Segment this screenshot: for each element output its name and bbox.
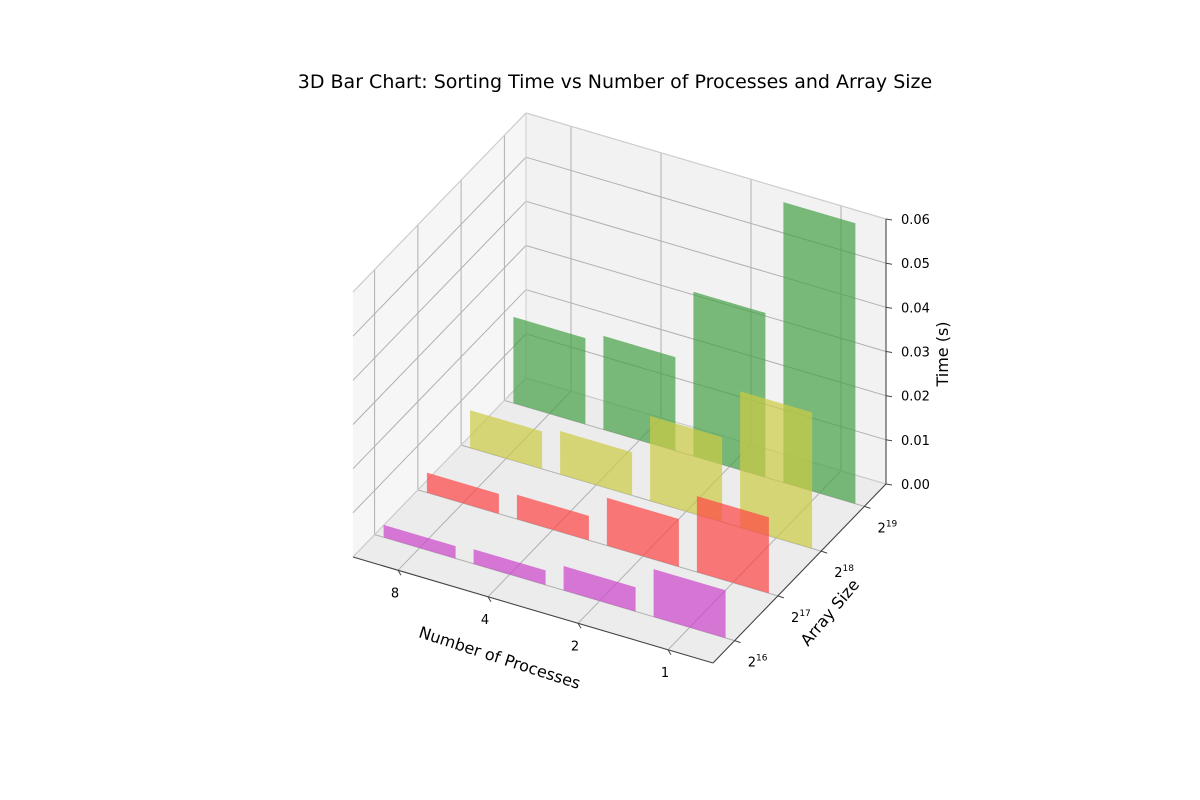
bar: [516, 494, 589, 541]
x-tick-mark: [487, 596, 492, 603]
x-tick-mark: [577, 623, 582, 629]
z-tick-label: 0.00: [901, 478, 930, 493]
y-tick-exponent: 19: [886, 519, 898, 529]
pane-edge: [352, 377, 527, 558]
bar: [653, 569, 726, 638]
y-axis-line: [712, 483, 887, 664]
y-tick-mark: [864, 505, 871, 509]
x-tick-label: 1: [661, 666, 669, 681]
bar: [563, 566, 636, 612]
z-tick-mark: [885, 351, 893, 353]
grid-line-z-side: [352, 333, 527, 514]
x-axis-line: [352, 556, 714, 664]
z-tick-label: 0.02: [901, 390, 930, 405]
x-tick-label: 4: [481, 613, 489, 628]
y-tick-mark: [777, 595, 785, 599]
x-tick-label: 8: [391, 586, 399, 601]
bar: [696, 496, 769, 594]
z-tick-mark: [885, 439, 893, 442]
x-axis-label: Number of Processes: [417, 623, 583, 693]
z-tick-mark: [885, 306, 893, 309]
x-tick-mark: [397, 570, 402, 576]
y-tick-exponent: 16: [756, 654, 768, 664]
y-tick-mark: [820, 550, 828, 554]
bar: [383, 524, 456, 559]
z-tick-label: 0.03: [901, 346, 930, 361]
y-tick-label: 219: [878, 519, 898, 536]
bar: [560, 431, 633, 496]
z-tick-label: 0.04: [901, 301, 930, 316]
z-tick-mark: [885, 483, 893, 486]
x-tick-mark: [667, 649, 672, 656]
bar: [740, 391, 813, 549]
bar: [473, 549, 546, 585]
z-tick-mark: [885, 218, 893, 221]
chart-title: 3D Bar Chart: Sorting Time vs Number of …: [298, 71, 932, 93]
bars: [383, 202, 856, 638]
z-tick-mark: [885, 262, 893, 265]
grid-line-z-side: [352, 200, 527, 381]
grid-line-y-floor: [417, 489, 779, 597]
bar: [606, 497, 679, 567]
bar: [470, 410, 543, 469]
z-axis-label: Time (s): [933, 321, 952, 387]
y-tick-exponent: 17: [799, 609, 810, 619]
grid-line-z-side: [352, 289, 527, 470]
z-tick-mark: [885, 395, 893, 398]
pane-edge: [352, 112, 527, 293]
grid-line-z-side: [352, 245, 527, 425]
bar: [513, 316, 586, 425]
z-tick-label: 0.01: [901, 434, 930, 449]
grid-line-z-side: [352, 156, 527, 337]
pane-edge: [525, 112, 887, 220]
bar: [426, 472, 499, 514]
x-tick-label: 2: [571, 639, 579, 654]
y-tick-exponent: 18: [843, 564, 855, 574]
y-tick-mark: [734, 640, 741, 644]
z-tick-label: 0.06: [901, 213, 930, 228]
z-tick-label: 0.05: [901, 257, 930, 272]
y-tick-label: 216: [748, 654, 768, 671]
bar: [650, 416, 723, 522]
